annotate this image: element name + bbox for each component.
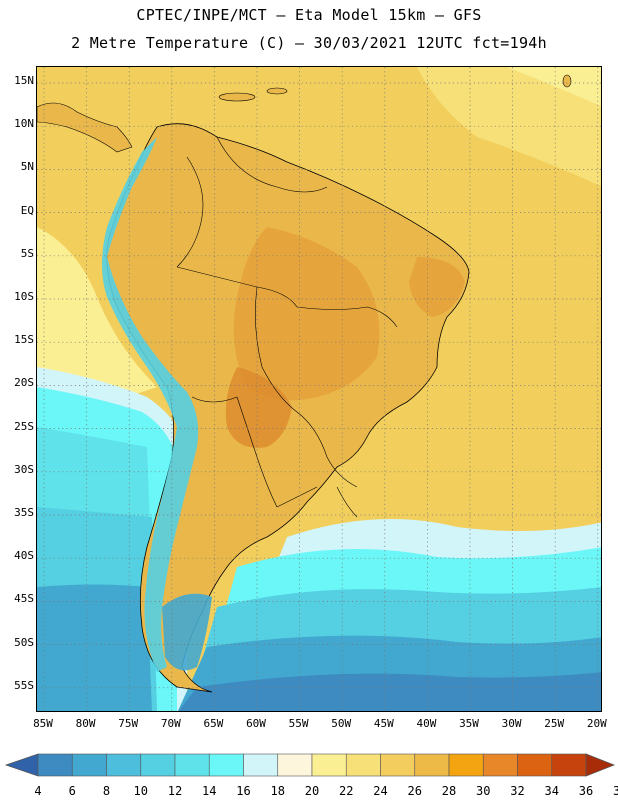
latitude-label: 10S — [14, 290, 34, 303]
longitude-label: 50W — [331, 717, 352, 730]
colorbar-swatch — [277, 753, 313, 777]
country-borders — [176, 136, 398, 518]
colorbar-swatch — [71, 753, 107, 777]
longitude-label: 40W — [416, 717, 437, 730]
latitude-label: 25S — [14, 419, 34, 433]
colorbar-tick-label: 24 — [373, 784, 388, 798]
caribbean-islands — [37, 74, 572, 153]
temperature-map[interactable] — [36, 66, 602, 712]
latitude-label: 45S — [14, 592, 34, 606]
latitude-label: 5S — [20, 246, 34, 260]
colorbar-tick-label: 14 — [202, 784, 217, 798]
longitude-label: 25W — [544, 717, 565, 730]
temperature-colorbar — [4, 753, 616, 777]
colorbar-tick-label: 8 — [102, 784, 111, 798]
colorbar-max-arrow — [585, 753, 616, 777]
colorbar-swatch — [414, 753, 450, 777]
colorbar-swatch — [380, 753, 416, 777]
hot-pantanal — [225, 367, 292, 448]
longitude-label: 80W — [75, 717, 96, 730]
latitude-label: 20S — [14, 376, 34, 390]
longitude-label: 55W — [288, 717, 309, 730]
latitude-label: 35S — [14, 506, 34, 519]
colorbar-tick-label: 16 — [236, 784, 251, 798]
latitude-label: 50S — [14, 635, 34, 649]
ocean-pale-patch — [507, 67, 601, 107]
longitude-label: 45W — [373, 717, 394, 730]
colorbar-swatch — [517, 753, 553, 777]
colorbar-swatch — [482, 753, 518, 777]
colorbar-swatch — [243, 753, 279, 777]
longitude-label: 60W — [246, 717, 266, 730]
colorbar-tick-label: 20 — [304, 784, 320, 798]
colorbar-swatch — [106, 753, 142, 777]
latitude-label: 40S — [14, 549, 34, 563]
colorbar-swatch — [174, 753, 210, 777]
colorbar-swatch — [448, 753, 484, 777]
longitude-label: 85W — [33, 717, 53, 730]
colorbar-swatch — [208, 753, 244, 777]
patagonia-cold — [162, 593, 212, 671]
colorbar-tick-label: 38 — [613, 784, 618, 798]
colorbar-min-arrow — [4, 753, 39, 777]
colorbar-tick-label: 34 — [544, 784, 559, 798]
latitude-label: 10N — [14, 117, 34, 131]
longitude-label: 35W — [459, 717, 479, 730]
colorbar-tick-label: 30 — [476, 784, 491, 798]
latitude-label: 5N — [20, 160, 34, 174]
colorbar-swatch — [37, 753, 73, 777]
colorbar-tick-label: 4 — [34, 784, 42, 798]
andes-cold-strip — [102, 137, 199, 672]
pacific-pale-region — [37, 227, 157, 397]
latitude-label: 55S — [14, 678, 34, 692]
colorbar-swatch — [311, 753, 347, 777]
colorbar-tick-label: 12 — [167, 784, 183, 798]
map-title-line-1: CPTEC/INPE/MCT – Eta Model 15km – GFS — [136, 6, 482, 24]
hot-northeast — [409, 257, 465, 317]
latitude-label: EQ — [20, 203, 34, 217]
colorbar-tick-label: 22 — [339, 784, 354, 798]
colorbar-tick-label: 36 — [578, 784, 594, 798]
longitude-label: 75W — [118, 717, 139, 730]
colorbar-tick-label: 28 — [441, 784, 457, 798]
latitude-label: 15N — [14, 74, 34, 87]
colorbar-tick-label: 18 — [270, 784, 285, 798]
longitude-label: 20W — [586, 717, 607, 730]
colorbar-swatch — [345, 753, 381, 777]
colorbar-tick-label: 10 — [133, 784, 148, 798]
longitude-label: 30W — [501, 717, 522, 730]
colorbar-tick-label: 26 — [407, 784, 422, 798]
graticule-grid — [37, 67, 601, 711]
colorbar-tick-label: 6 — [68, 784, 76, 798]
latitude-label: 30S — [14, 462, 34, 476]
colorbar-tick-label: 32 — [510, 784, 525, 798]
map-title-line-2: 2 Metre Temperature (C) – 30/03/2021 12U… — [71, 34, 547, 52]
ocean-band-8 — [37, 584, 152, 711]
longitude-label: 70W — [160, 717, 181, 730]
latitude-label: 15S — [14, 333, 34, 347]
hot-interior-brazil — [233, 227, 380, 401]
colorbar-swatch — [551, 753, 587, 777]
atlantic-band-6 — [178, 672, 601, 711]
longitude-label: 65W — [203, 717, 224, 730]
colorbar-swatch — [140, 753, 176, 777]
